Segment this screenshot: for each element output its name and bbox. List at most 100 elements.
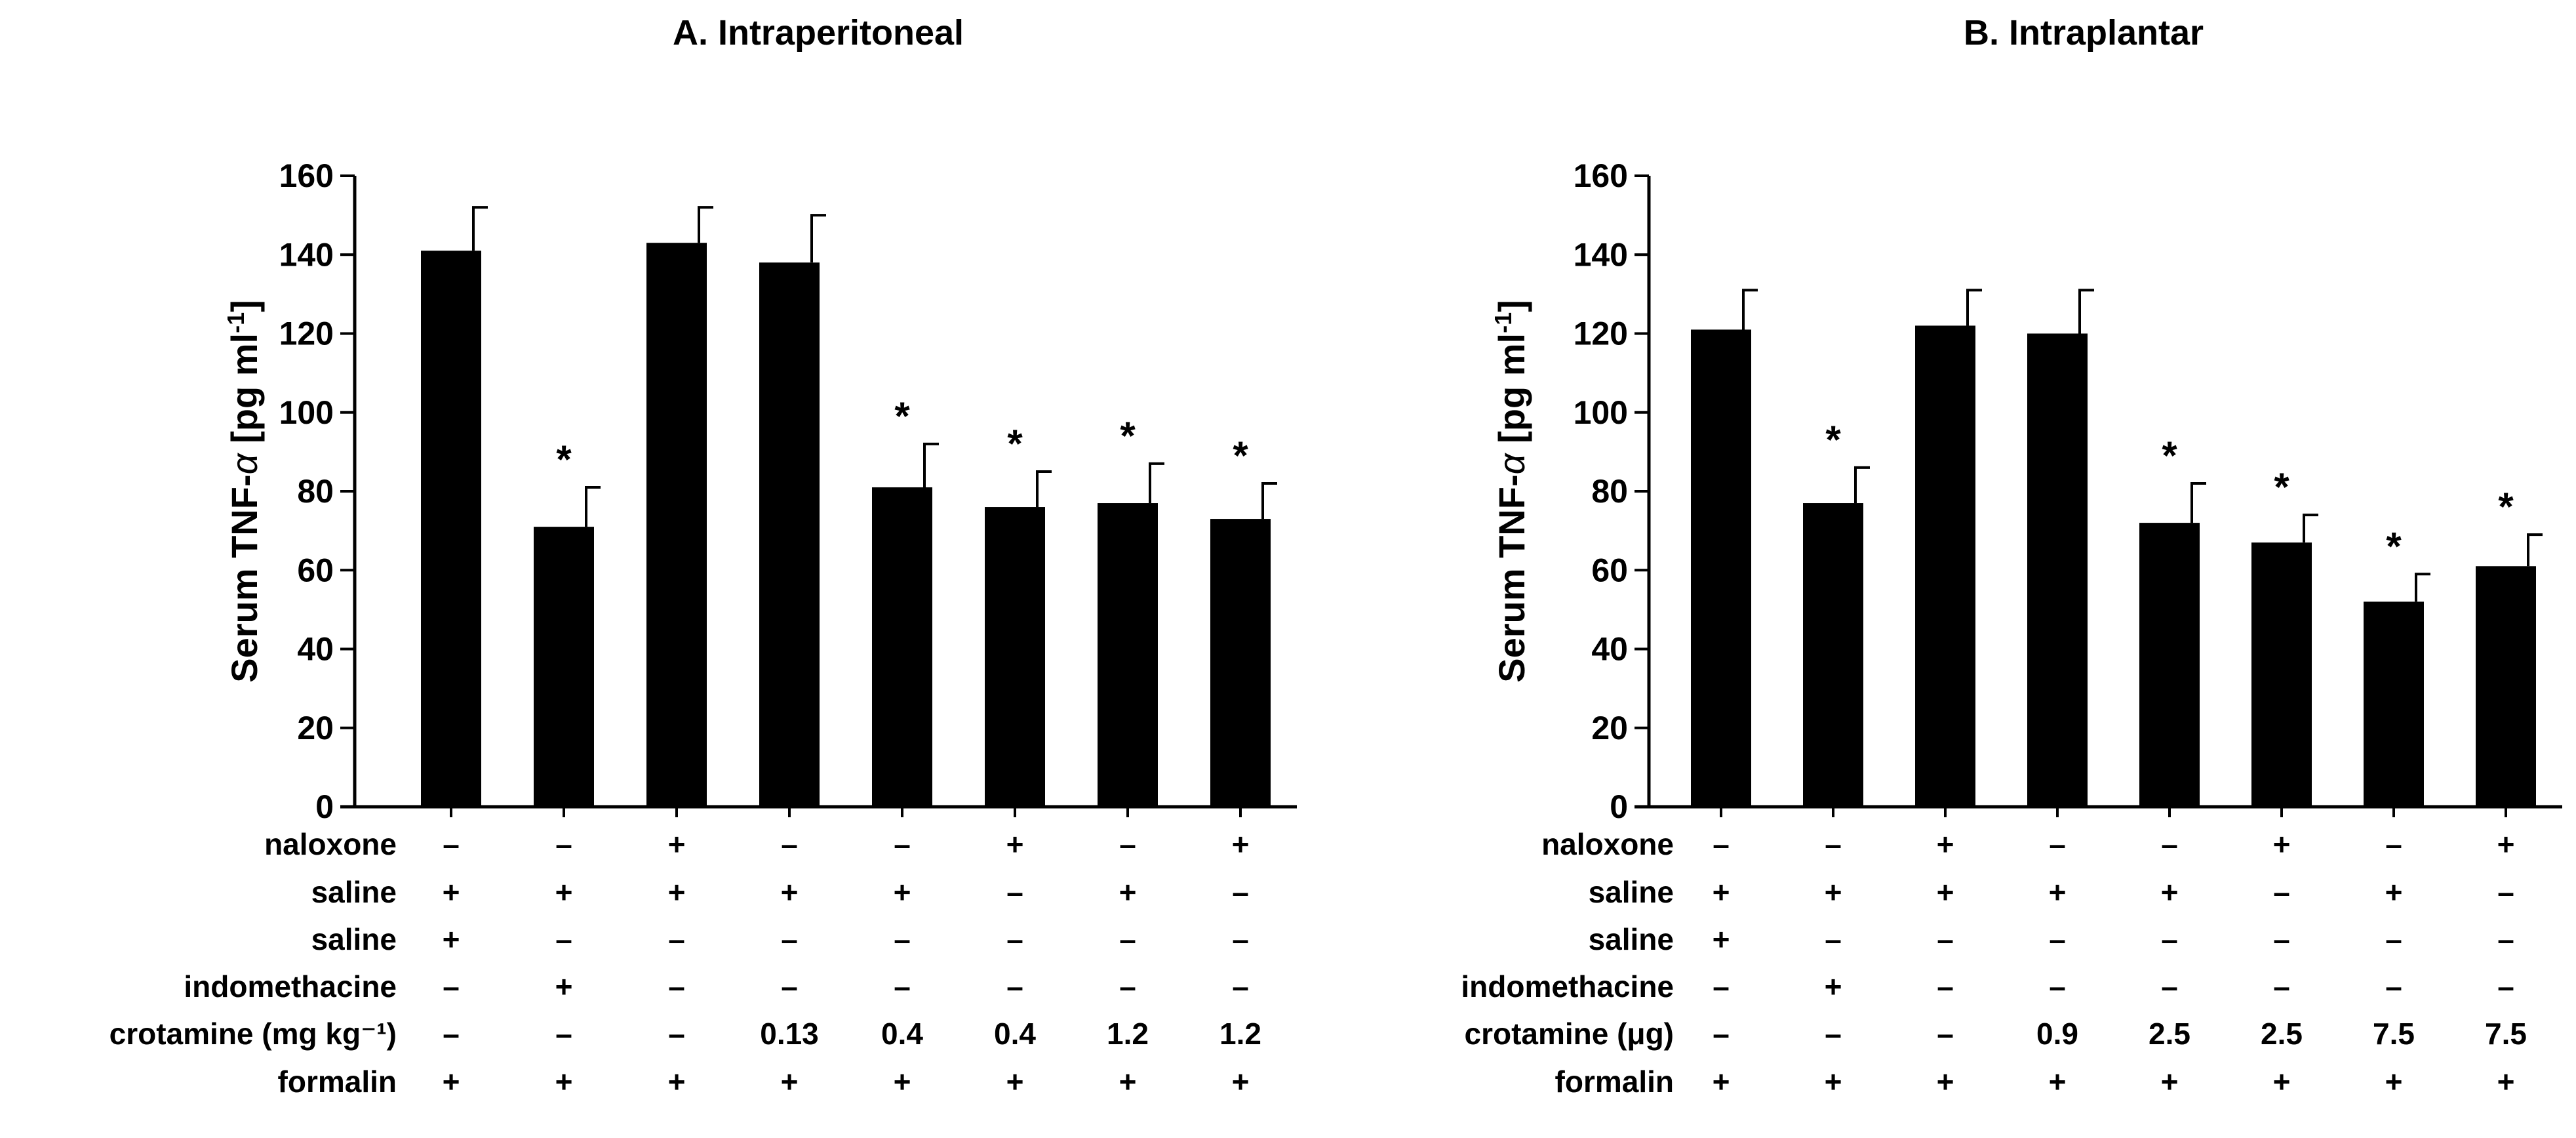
y-tick-label: 120: [279, 315, 334, 352]
y-tick-label: 80: [1591, 473, 1628, 510]
treatment-cell: 7.5: [2485, 1017, 2527, 1051]
treatment-cell: +: [2497, 1065, 2515, 1099]
y-tick-label: 40: [297, 631, 334, 668]
treatment-cell: –: [1713, 1017, 1730, 1051]
treatment-cell: +: [2385, 875, 2403, 909]
treatment-cell: –: [2385, 969, 2402, 1004]
treatment-cell: –: [443, 827, 460, 861]
row-label: crotamine (mg kg⁻¹): [109, 1017, 397, 1051]
y-tick-label: 80: [297, 473, 334, 510]
treatment-cell: +: [668, 875, 686, 909]
treatment-cell: +: [781, 1065, 799, 1099]
bar: [872, 487, 932, 807]
treatment-cell: –: [1937, 922, 1954, 956]
treatment-cell: +: [2273, 1065, 2291, 1099]
treatment-cell: +: [2049, 875, 2067, 909]
row-label: naloxone: [264, 827, 397, 861]
y-tick-label: 140: [1574, 236, 1628, 273]
y-tick-label: 0: [315, 788, 334, 825]
significance-marker: *: [2386, 524, 2402, 568]
treatment-cell: –: [894, 827, 911, 861]
treatment-cell: –: [1713, 827, 1730, 861]
treatment-cell: +: [1006, 827, 1024, 861]
treatment-cell: +: [1232, 827, 1250, 861]
treatment-cell: –: [894, 969, 911, 1004]
treatment-cell: +: [1119, 875, 1137, 909]
bar: [759, 262, 820, 807]
treatment-cell: +: [1825, 875, 1842, 909]
treatment-cell: +: [1232, 1065, 1250, 1099]
treatment-cell: –: [2049, 827, 2066, 861]
treatment-cell: –: [781, 922, 798, 956]
y-tick-label: 0: [1610, 788, 1628, 825]
treatment-cell: +: [555, 875, 573, 909]
treatment-cell: –: [555, 922, 572, 956]
bar: [2139, 523, 2200, 807]
significance-marker: *: [556, 437, 572, 481]
row-label: saline: [311, 922, 397, 956]
significance-marker: *: [2162, 434, 2177, 478]
significance-marker: *: [1233, 434, 1248, 478]
bar: [421, 251, 481, 807]
treatment-cell: +: [443, 922, 460, 956]
treatment-cell: 0.13: [760, 1017, 819, 1051]
chart-title: A. Intraperitoneal: [673, 13, 964, 52]
treatment-cell: –: [781, 969, 798, 1004]
treatment-cell: +: [781, 875, 799, 909]
treatment-cell: –: [555, 827, 572, 861]
treatment-cell: –: [2161, 827, 2178, 861]
bar: [2476, 566, 2536, 807]
row-label: crotamine (μg): [1464, 1017, 1674, 1051]
treatment-cell: +: [2161, 875, 2179, 909]
y-tick-label: 100: [279, 394, 334, 431]
treatment-cell: –: [1119, 827, 1136, 861]
treatment-cell: +: [1937, 1065, 1954, 1099]
treatment-cell: –: [1713, 969, 1730, 1004]
treatment-cell: –: [2049, 969, 2066, 1004]
treatment-cell: 2.5: [2261, 1017, 2303, 1051]
y-tick-label: 120: [1574, 315, 1628, 352]
y-tick-label: 60: [1591, 552, 1628, 588]
significance-marker: *: [1120, 414, 1136, 458]
row-label: saline: [311, 875, 397, 909]
y-tick-label: 60: [297, 552, 334, 588]
treatment-cell: +: [443, 875, 460, 909]
treatment-cell: –: [1119, 922, 1136, 956]
treatment-cell: +: [2385, 1065, 2403, 1099]
significance-marker: *: [1007, 422, 1023, 466]
y-tick-label: 100: [1574, 394, 1628, 431]
bar: [985, 507, 1045, 807]
treatment-cell: +: [1119, 1065, 1137, 1099]
bar: [1098, 503, 1158, 807]
y-axis-label: Serum TNF-α [pg ml-1]: [222, 300, 265, 683]
treatment-cell: –: [2161, 922, 2178, 956]
treatment-cell: +: [555, 1065, 573, 1099]
treatment-cell: 0.4: [881, 1017, 923, 1051]
panel-b: B. Intraplantar 0 20 40 60 80 100 120 140 160 Seru…: [1461, 13, 2562, 1099]
treatment-cell: –: [2497, 875, 2514, 909]
treatment-cell: –: [1937, 969, 1954, 1004]
treatment-cell: +: [555, 969, 573, 1004]
treatment-cell: +: [2049, 1065, 2067, 1099]
row-label: indomethacine: [1461, 969, 1674, 1004]
y-tick-label: 160: [1574, 157, 1628, 194]
bar: [1691, 329, 1751, 807]
treatment-cell: 1.2: [1219, 1017, 1261, 1051]
treatment-cell: +: [1825, 1065, 1842, 1099]
treatment-cell: –: [2161, 969, 2178, 1004]
bar: [534, 527, 594, 807]
chart-title: B. Intraplantar: [1964, 13, 2204, 52]
treatment-cell: –: [2273, 969, 2290, 1004]
treatment-cell: –: [1825, 1017, 1842, 1051]
significance-marker: *: [2274, 465, 2289, 509]
treatment-cell: +: [894, 1065, 911, 1099]
treatment-cell: –: [1119, 969, 1136, 1004]
treatment-cell: +: [1937, 875, 1954, 909]
treatment-cell: –: [555, 1017, 572, 1051]
treatment-cell: –: [894, 922, 911, 956]
treatment-cell: 1.2: [1107, 1017, 1149, 1051]
treatment-cell: –: [1006, 922, 1023, 956]
treatment-cell: –: [1006, 875, 1023, 909]
treatment-cell: –: [443, 969, 460, 1004]
